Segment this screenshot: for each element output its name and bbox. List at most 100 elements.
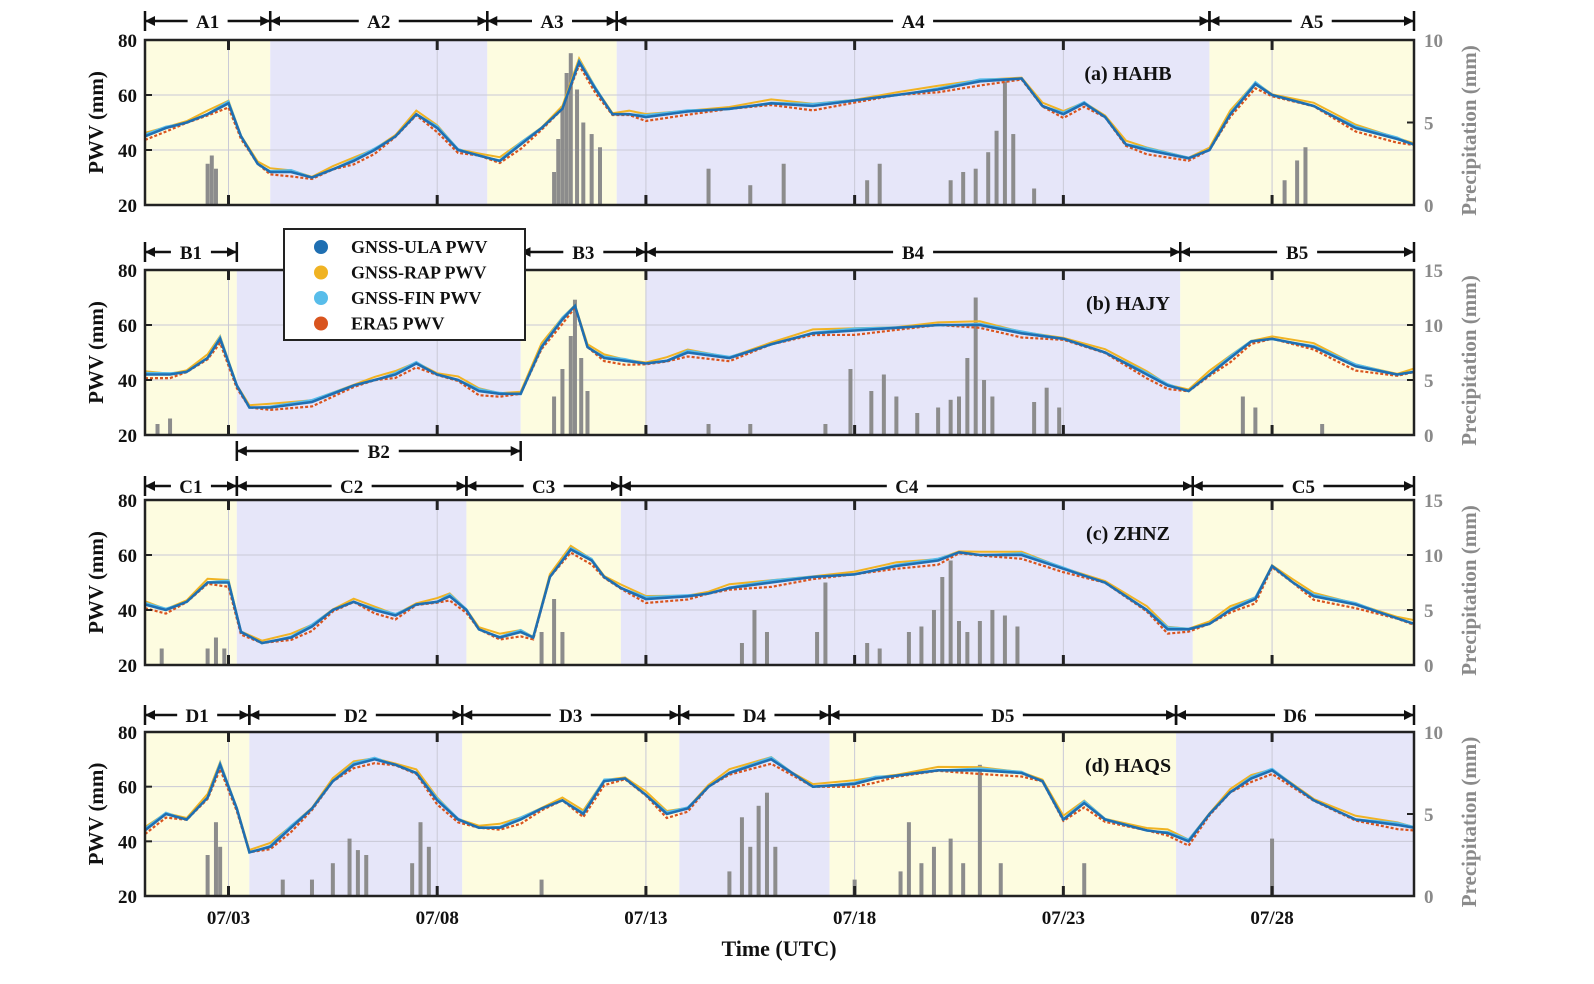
y-axis-label: PWV (mm) bbox=[84, 71, 108, 174]
precip-bar bbox=[823, 424, 828, 435]
x-axis-title: Time (UTC) bbox=[721, 936, 836, 961]
y2-tick-label: 0 bbox=[1424, 887, 1434, 908]
precip-bar bbox=[222, 648, 227, 665]
era5-pwv-line bbox=[144, 762, 1415, 854]
precip-bar bbox=[364, 855, 369, 896]
precip-bar bbox=[159, 648, 164, 665]
precip-bar bbox=[706, 424, 711, 435]
y-tick-label: 60 bbox=[118, 86, 137, 107]
panel-title: (b) HAJY bbox=[1086, 293, 1170, 315]
x-tick-label: 07/23 bbox=[1042, 908, 1085, 929]
precip-bar bbox=[1295, 160, 1300, 205]
precip-bar bbox=[309, 879, 314, 896]
segment-background bbox=[1176, 732, 1414, 896]
precip-bar bbox=[906, 632, 911, 665]
precip-bar bbox=[552, 599, 557, 665]
precip-bar bbox=[977, 764, 982, 896]
y2-tick-label: 5 bbox=[1424, 805, 1434, 826]
precip-bar bbox=[752, 610, 757, 665]
precip-bar bbox=[931, 846, 936, 896]
precip-bar bbox=[213, 637, 218, 665]
precip-bar bbox=[823, 582, 828, 665]
gnss-ula-pwv-line bbox=[144, 58, 1415, 179]
gnss-ula-pwv-line bbox=[145, 303, 1415, 409]
precip-bar bbox=[764, 792, 769, 896]
precip-bar bbox=[330, 863, 335, 896]
segment-background bbox=[679, 732, 830, 896]
legend-label: GNSS-RAP PWV bbox=[351, 263, 487, 283]
precip-bar bbox=[748, 846, 753, 896]
segment-background bbox=[1192, 500, 1414, 665]
segment-background bbox=[487, 40, 617, 205]
y2-tick-label: 0 bbox=[1424, 426, 1434, 447]
precip-bar bbox=[1282, 180, 1287, 205]
precip-bar bbox=[739, 643, 744, 665]
precip-bar bbox=[1082, 863, 1087, 896]
precip-bar bbox=[977, 621, 982, 665]
precip-bar bbox=[973, 297, 978, 435]
precip-bar bbox=[560, 632, 565, 665]
y-tick-label: 80 bbox=[118, 723, 137, 744]
segment-label: C2 bbox=[340, 477, 363, 498]
precip-bar bbox=[961, 172, 966, 205]
precip-bar bbox=[213, 822, 218, 896]
precip-bar bbox=[940, 577, 945, 665]
precip-bar bbox=[948, 399, 953, 435]
precip-bar bbox=[931, 610, 936, 665]
y2-axis-label: Precipitation (mm) bbox=[1457, 737, 1481, 907]
precip-bar bbox=[575, 89, 580, 205]
precip-bar bbox=[986, 152, 991, 205]
segment-label: D2 bbox=[344, 706, 367, 727]
precip-bar bbox=[919, 863, 924, 896]
precip-bar bbox=[990, 396, 995, 435]
precip-bar bbox=[915, 413, 920, 435]
precip-bar bbox=[781, 163, 786, 205]
precip-bar bbox=[727, 871, 732, 896]
y-tick-label: 80 bbox=[118, 491, 137, 512]
precip-bar bbox=[965, 358, 970, 435]
segment-background bbox=[1180, 270, 1414, 435]
precip-bar bbox=[552, 396, 557, 435]
axes-frame bbox=[143, 498, 1416, 667]
precip-bar bbox=[556, 139, 561, 205]
y-axis-label: PWV (mm) bbox=[84, 531, 108, 634]
precip-bar bbox=[585, 391, 590, 435]
segment-background bbox=[1209, 40, 1414, 205]
precip-bar bbox=[205, 163, 210, 205]
segment-label: D3 bbox=[559, 706, 582, 727]
precip-bar bbox=[956, 396, 961, 435]
precip-bar bbox=[1320, 424, 1325, 435]
segment-background bbox=[462, 732, 680, 896]
precip-bar bbox=[1015, 626, 1020, 665]
precip-bar bbox=[355, 850, 360, 896]
precip-bar bbox=[572, 299, 577, 435]
precip-bar bbox=[1057, 407, 1062, 435]
precip-bar bbox=[280, 879, 285, 896]
segment-label: D4 bbox=[743, 706, 767, 727]
segment-background bbox=[145, 732, 250, 896]
precip-bar bbox=[961, 863, 966, 896]
x-tick-label: 07/18 bbox=[833, 908, 876, 929]
precip-bar bbox=[865, 180, 870, 205]
segment-label: B5 bbox=[1286, 243, 1308, 264]
precip-bar bbox=[418, 822, 423, 896]
y-tick-label: 60 bbox=[118, 546, 137, 567]
gnss-ula-pwv-line bbox=[144, 757, 1415, 854]
precip-bar bbox=[956, 621, 961, 665]
precip-bar bbox=[1303, 147, 1308, 205]
precip-bar bbox=[568, 336, 573, 435]
segment-label: D5 bbox=[991, 706, 1014, 727]
precip-bar bbox=[877, 163, 882, 205]
precip-bar bbox=[347, 838, 352, 896]
segment-background bbox=[645, 270, 1181, 435]
y2-tick-label: 10 bbox=[1424, 316, 1443, 337]
y2-tick-label: 10 bbox=[1424, 31, 1443, 52]
y2-axis-label: Precipitation (mm) bbox=[1457, 45, 1481, 215]
legend-marker-rap bbox=[314, 265, 328, 280]
legend-label: GNSS-ULA PWV bbox=[351, 237, 488, 257]
y-axis-label: PWV (mm) bbox=[84, 301, 108, 404]
precip-bar bbox=[906, 822, 911, 896]
precip-bar bbox=[948, 180, 953, 205]
precip-bar bbox=[1002, 81, 1007, 205]
segment-label: A4 bbox=[901, 12, 925, 33]
